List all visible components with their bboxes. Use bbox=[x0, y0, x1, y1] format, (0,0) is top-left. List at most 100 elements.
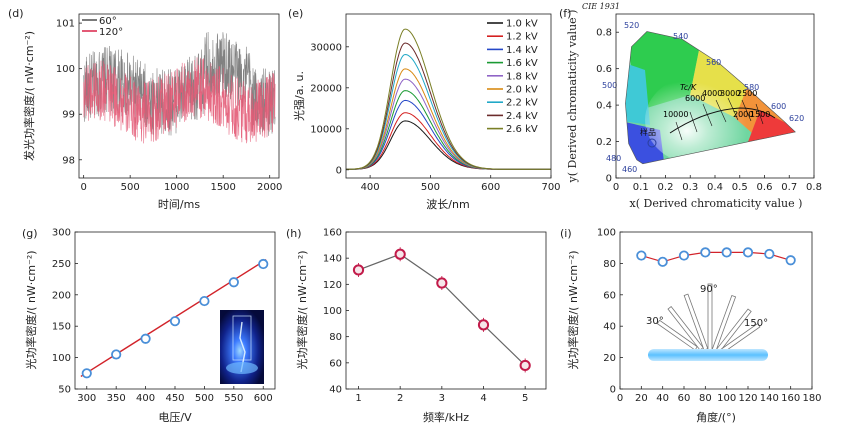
x-tick-label: 0.4 bbox=[707, 182, 723, 193]
data-point bbox=[140, 333, 151, 344]
y-tick-label: 10000 bbox=[310, 124, 342, 135]
wavelength-label: 560 bbox=[706, 58, 721, 67]
wavelength-label: 460 bbox=[622, 165, 637, 174]
angle-label-30: 30° bbox=[646, 316, 664, 327]
device-photo bbox=[220, 310, 264, 384]
wavelength-label: 540 bbox=[673, 32, 688, 41]
y-tick-label: 101 bbox=[56, 19, 75, 30]
panel-e-ylabel: 光强/a. u. bbox=[292, 71, 306, 121]
y-tick-label: 40 bbox=[329, 385, 342, 396]
panel-g-series-group bbox=[80, 258, 269, 379]
panel-d-legend: 60° 120° bbox=[82, 16, 123, 38]
data-point bbox=[258, 258, 269, 270]
x-tick-label: 400 bbox=[361, 182, 380, 193]
panel-d-frame bbox=[78, 13, 280, 179]
x-tick-label: 700 bbox=[541, 182, 560, 193]
cct-label: 10000 bbox=[663, 110, 688, 119]
y-tick-label: 99 bbox=[62, 110, 75, 121]
legend-label: 1.0 kV bbox=[506, 19, 538, 30]
panel-f-label: (f) bbox=[559, 7, 571, 20]
panel-g-xlabel: 电压/V bbox=[158, 411, 192, 424]
panel-e-label: (e) bbox=[288, 7, 303, 20]
panel-e-frame bbox=[345, 13, 552, 179]
panel-g-ticks: 300 350 400 450 500 550 600 50 100 150 200 250 300 bbox=[52, 228, 273, 405]
isotherm-line bbox=[715, 99, 727, 123]
legend-label: 1.4 kV bbox=[506, 45, 538, 56]
panel-f-ylabel: y( Derived chromaticity value ) bbox=[566, 10, 579, 184]
legend-label: 1.8 kV bbox=[506, 71, 538, 82]
x-tick-label: 5 bbox=[522, 393, 528, 404]
wavelength-label: 620 bbox=[789, 114, 804, 123]
wavelength-label: 480 bbox=[606, 154, 621, 163]
cct-label: 6000 bbox=[685, 94, 705, 103]
x-tick-label: 40 bbox=[656, 393, 669, 404]
wavelength-label: 520 bbox=[624, 21, 639, 30]
isotherm-line bbox=[755, 103, 764, 125]
cct-labels: Tc/K 10000 6000 4000 3000 2500 2000 1500 bbox=[663, 83, 770, 119]
panel-f-ticks: 0 0.1 0.2 0.3 0.4 0.5 0.6 0.7 0.8 0 0.2 0.4 0.6 0.8 bbox=[596, 28, 822, 193]
legend-label: 2.2 kV bbox=[506, 98, 538, 109]
panel-i: (i) 30° 90° 150° 0 20 40 60 80 100 120 140 160 18… bbox=[560, 227, 822, 424]
x-tick-label: 300 bbox=[77, 393, 96, 404]
y-tick-label: 250 bbox=[52, 259, 71, 270]
panel-e-ticks: 400 500 600 700 0 10000 20000 30000 bbox=[310, 42, 560, 193]
y-tick-label: 50 bbox=[58, 385, 71, 396]
legend-label: 2.0 kV bbox=[506, 85, 538, 96]
cct-label: 2500 bbox=[737, 89, 757, 98]
y-tick-label: 200 bbox=[52, 290, 71, 301]
panel-f: (f) CIE 1931 Tc/K 10000 6000 bbox=[559, 2, 822, 210]
y-tick-label: 20000 bbox=[310, 83, 342, 94]
y-tick-label: 60 bbox=[329, 358, 342, 369]
x-tick-label: 2000 bbox=[257, 182, 282, 193]
x-tick-label: 0.2 bbox=[658, 182, 674, 193]
cct-label: 4000 bbox=[702, 89, 722, 98]
angle-rod bbox=[667, 305, 704, 351]
x-tick-label: 450 bbox=[165, 393, 184, 404]
x-tick-label: 4 bbox=[480, 393, 486, 404]
y-tick-label: 150 bbox=[52, 322, 71, 333]
y-tick-label: 80 bbox=[603, 259, 616, 270]
x-tick-label: 0 bbox=[613, 182, 619, 193]
data-point bbox=[519, 359, 531, 372]
data-point bbox=[636, 250, 647, 261]
data-point bbox=[394, 248, 406, 260]
y-tick-label: 60 bbox=[603, 290, 616, 301]
device-photo-tube bbox=[232, 315, 252, 361]
angle-rod bbox=[656, 319, 698, 351]
panel-g: (g) 300 350 400 450 500 550 600501001502002503… bbox=[22, 227, 276, 424]
data-point bbox=[81, 368, 92, 379]
data-point bbox=[764, 248, 775, 260]
sample-label: 样品 bbox=[640, 127, 656, 137]
x-tick-label: 500 bbox=[121, 182, 140, 193]
angle-label-150: 150° bbox=[744, 318, 768, 329]
panel-h-label: (h) bbox=[286, 227, 302, 240]
panel-h-series-group bbox=[352, 247, 531, 373]
panel-d-ticks: 0 500 1000 1500 2000 98 99 100 101 bbox=[56, 19, 283, 193]
legend-120-label: 120° bbox=[99, 27, 123, 38]
wavelength-labels: 460 480 500 520 540 560 580 600 620 bbox=[602, 21, 804, 174]
y-tick-label: 100 bbox=[597, 228, 616, 239]
panel-e-legend: 1.0 kV 1.2 kV 1.4 kV 1.6 kV 1.8 kV 2.0 kV 2.2 … bbox=[487, 19, 538, 135]
y-tick-label: 100 bbox=[323, 306, 342, 317]
x-tick-label: 350 bbox=[107, 393, 126, 404]
data-point bbox=[700, 247, 711, 258]
panel-d-series-group bbox=[83, 31, 276, 144]
data-point bbox=[721, 247, 732, 258]
device-photo-base-glow bbox=[226, 362, 258, 374]
legend-label: 2.4 kV bbox=[506, 111, 538, 122]
x-tick-label: 20 bbox=[635, 393, 648, 404]
cie-locus-outline bbox=[625, 31, 796, 165]
panel-f-title: CIE 1931 bbox=[582, 2, 620, 11]
cie-white-region bbox=[645, 75, 755, 164]
x-tick-label: 0.8 bbox=[806, 182, 822, 193]
y-tick-label: 100 bbox=[52, 353, 71, 364]
panel-d-label: (d) bbox=[8, 7, 24, 20]
y-tick-label: 40 bbox=[603, 322, 616, 333]
data-point bbox=[477, 319, 490, 331]
legend-label: 1.2 kV bbox=[506, 32, 538, 43]
legend-label: 2.6 kV bbox=[506, 124, 538, 135]
y-tick-label: 30000 bbox=[310, 42, 342, 53]
x-tick-label: 1500 bbox=[210, 182, 235, 193]
